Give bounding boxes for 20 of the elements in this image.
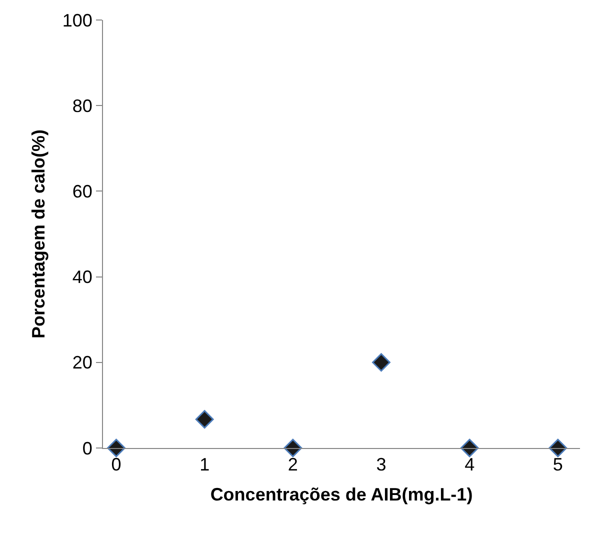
y-tick-label: 100 (62, 10, 92, 30)
x-tick-label: 1 (200, 454, 210, 475)
x-tick-label: 3 (376, 454, 386, 475)
y-tick-label: 80 (72, 96, 92, 116)
y-axis-title: Porcentagem de calo(%) (28, 129, 49, 339)
y-tick-label: 60 (72, 182, 92, 202)
point (284, 438, 302, 458)
y-tick-label: 20 (72, 352, 92, 373)
point (548, 438, 568, 458)
x-tick-label: 2 (288, 454, 298, 475)
point (372, 353, 390, 372)
y-tick-label: 40 (72, 267, 92, 288)
x-axis-title: Concentrações de AIB(mg.L-1) (210, 484, 473, 505)
point (460, 438, 479, 458)
x-tick-label: 4 (464, 454, 475, 475)
point (107, 438, 126, 458)
y-tick-label: 0 (82, 438, 92, 458)
x-tick-label: 5 (552, 454, 563, 475)
x-tick-label: 0 (111, 454, 122, 475)
point (195, 410, 214, 429)
